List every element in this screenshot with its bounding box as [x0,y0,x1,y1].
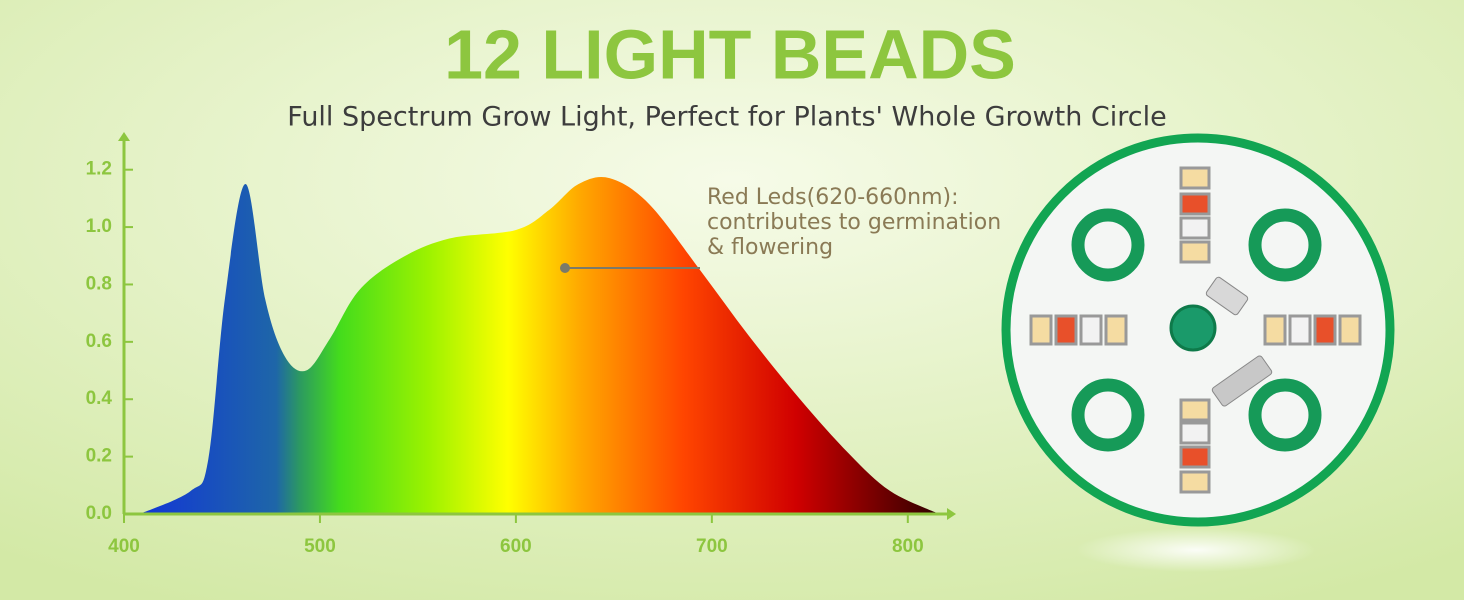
led [1179,216,1211,240]
annotation: Red Leds(620-660nm): contributes to germ… [707,185,1001,260]
hole [1248,378,1322,452]
led [1054,314,1078,346]
y-axis-arrow [118,132,130,141]
led [1179,445,1211,469]
led [1263,314,1287,346]
annotation-line-text: Red Leds(620-660nm): [707,185,959,210]
led [1179,470,1211,494]
led [1179,166,1211,190]
led [1104,314,1128,346]
chip [1211,355,1273,407]
x-tick-label: 700 [696,536,728,557]
x-axis-arrow [947,508,956,520]
x-tick-label: 500 [304,536,336,557]
hole [1071,378,1145,452]
title: 12 LIGHT BEADS [444,15,1016,93]
y-tick-label: 0.4 [86,388,113,409]
leds [1029,166,1362,494]
led [1179,192,1211,216]
annotation-line-text: & flowering [707,235,833,260]
x-tick-label: 800 [892,536,924,557]
led [1079,314,1103,346]
subtitle: Full Spectrum Grow Light, Perfect for Pl… [287,102,1166,133]
y-tick-label: 0.0 [86,503,112,524]
led [1179,240,1211,264]
y-tick-label: 0.6 [86,331,112,352]
led [1288,314,1312,346]
led [1179,398,1211,422]
led [1313,314,1337,346]
hole [1248,208,1322,282]
annotation-dot [560,263,570,273]
reflection [1076,528,1316,572]
annotation-line-text: contributes to germination [707,210,1001,235]
x-tick-label: 600 [500,536,532,557]
y-tick-label: 0.8 [86,273,112,294]
y-tick-label: 0.2 [86,446,112,467]
y-tick-label: 1.0 [86,216,112,237]
center-component [1169,304,1217,352]
spectrum-area [139,177,940,514]
resistor [1205,276,1249,316]
y-tick-label: 1.2 [86,159,112,180]
x-tick-label: 400 [108,536,140,557]
led [1179,421,1211,445]
led [1029,314,1053,346]
plot: 0.0 0.2 0.4 0.6 0.8 1.0 1.2 400 500 600 700 800 [86,132,956,557]
hole [1071,208,1145,282]
led-board [1001,133,1395,572]
mount-holes [1071,208,1322,452]
led [1338,314,1362,346]
